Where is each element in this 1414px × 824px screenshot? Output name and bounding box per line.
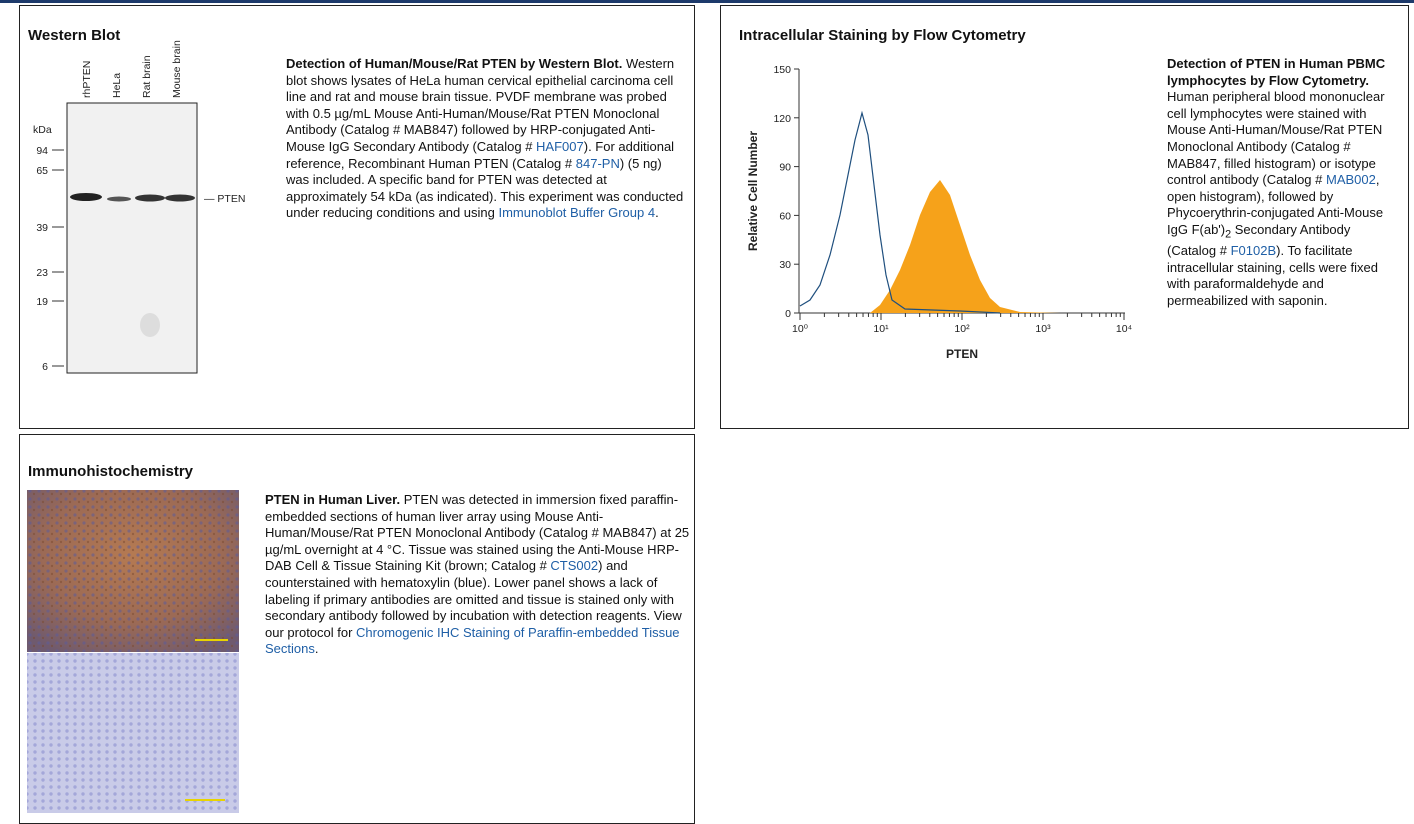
panel-title: Western Blot xyxy=(28,27,120,44)
link[interactable]: Immunoblot Buffer Group 4 xyxy=(498,205,655,220)
caption: PTEN in Human Liver. PTEN was detected i… xyxy=(265,492,690,658)
caption: Detection of PTEN in Human PBMC lymphocy… xyxy=(1167,56,1403,310)
page: Western Blot Intracellular Staining by F… xyxy=(0,0,1414,822)
panel-title: Immunohistochemistry xyxy=(28,463,193,480)
caption: Detection of Human/Mouse/Rat PTEN by Wes… xyxy=(286,56,686,222)
link[interactable]: F0102B xyxy=(1231,243,1277,258)
caption-text: . xyxy=(315,641,319,656)
link[interactable]: 847-PN xyxy=(576,156,620,171)
link[interactable]: MAB002 xyxy=(1326,172,1376,187)
link[interactable]: CTS002 xyxy=(550,558,598,573)
caption-lead: PTEN in Human Liver. xyxy=(265,492,400,507)
caption-lead: Detection of PTEN in Human PBMC lymphocy… xyxy=(1167,56,1385,88)
caption-text: . xyxy=(655,205,659,220)
top-bar xyxy=(0,0,1414,3)
link[interactable]: HAF007 xyxy=(536,139,584,154)
caption-lead: Detection of Human/Mouse/Rat PTEN by Wes… xyxy=(286,56,622,71)
panel-title: Intracellular Staining by Flow Cytometry xyxy=(739,27,1026,44)
